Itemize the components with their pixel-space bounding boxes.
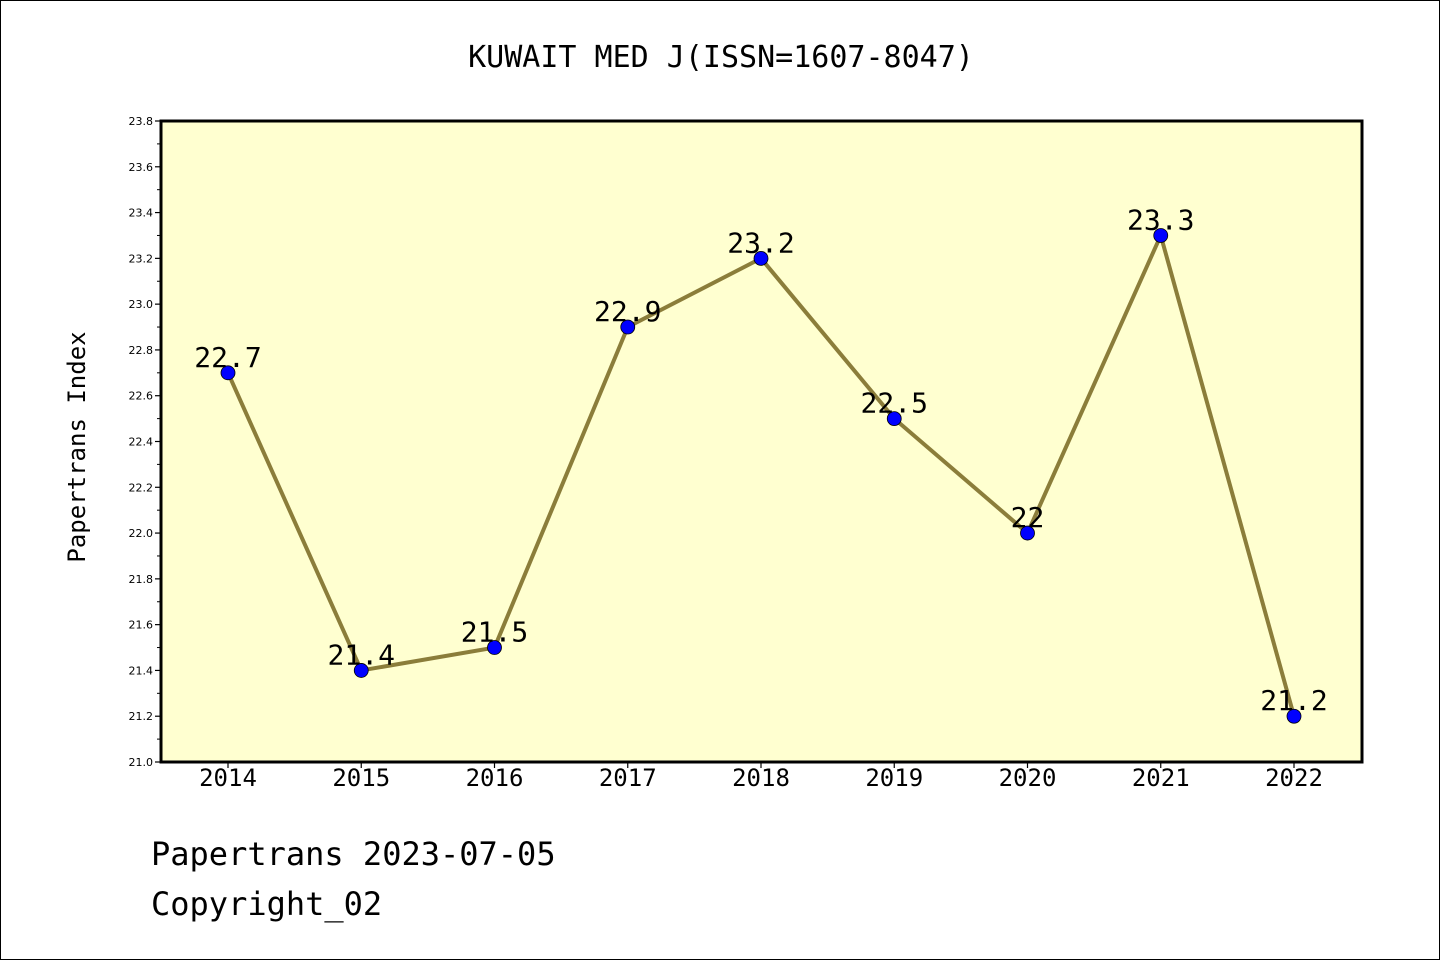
y-axis-ticks: 21.0 21.2 21.4 21.6 21.8 22.0 22.2 22.4 22.6 22.8… [129,115,161,769]
data-point [353,663,369,678]
x-axis-ticks: 2014 2015 2016 2017 2018 2019 2020 2021 2022 [199,762,1323,792]
data-point [1286,708,1302,724]
y-tick-label: 22.0 [129,527,154,540]
data-label: 22.9 [594,295,661,328]
plot-area [161,121,1362,762]
y-axis-label: Papertrans Index [63,331,91,562]
y-tick-label: 21.2 [129,710,154,723]
y-tick-label: 21.6 [129,619,154,632]
data-point [1153,228,1169,243]
data-point [220,365,236,381]
y-tick-label: 21.0 [129,756,154,769]
x-tick-label: 2022 [1265,764,1323,792]
y-tick-label: 23.8 [129,115,154,128]
data-labels: 22.7 21.4 21.5 22.9 23.2 22.5 22 23.3 21.2 [194,203,1327,717]
plot-border [159,119,1364,764]
data-label: 22 [1011,501,1045,534]
x-tick-label: 2019 [865,764,923,792]
x-tick-label: 2015 [332,764,390,792]
y-tick-label: 22.4 [129,436,154,449]
y-tick-label: 23.6 [129,161,154,174]
chart-title: KUWAIT MED J(ISSN=1607-8047) [468,40,974,75]
data-point [487,640,502,655]
y-tick-label: 23.0 [129,298,154,311]
data-label: 21.4 [328,638,395,671]
y-tick-label: 23.4 [129,207,154,220]
data-point [620,319,636,335]
data-point [886,411,902,427]
series-line-group [220,228,1302,724]
x-tick-label: 2021 [1132,764,1190,792]
data-label: 21.5 [461,616,528,649]
y-tick-label: 21.4 [129,664,154,677]
x-tick-label: 2017 [599,764,657,792]
data-point [1020,525,1035,541]
data-label: 23.3 [1127,203,1194,236]
y-tick-label: 22.8 [129,344,154,357]
x-tick-label: 2018 [732,764,790,792]
data-label: 23.2 [727,226,794,259]
footer-copyright: Copyright_02 [151,885,382,923]
data-label: 22.5 [861,387,928,420]
y-tick-label: 21.8 [129,573,154,586]
y-tick-label: 22.2 [129,481,154,494]
x-tick-label: 2014 [199,764,257,792]
x-tick-label: 2016 [466,764,524,792]
data-point [753,250,769,266]
data-label: 22.7 [194,341,261,374]
x-tick-label: 2020 [999,764,1057,792]
y-tick-label: 22.6 [129,390,154,403]
data-label: 21.2 [1260,684,1327,717]
y-tick-label: 23.2 [129,252,154,265]
footer-date: Papertrans 2023-07-05 [151,835,556,873]
